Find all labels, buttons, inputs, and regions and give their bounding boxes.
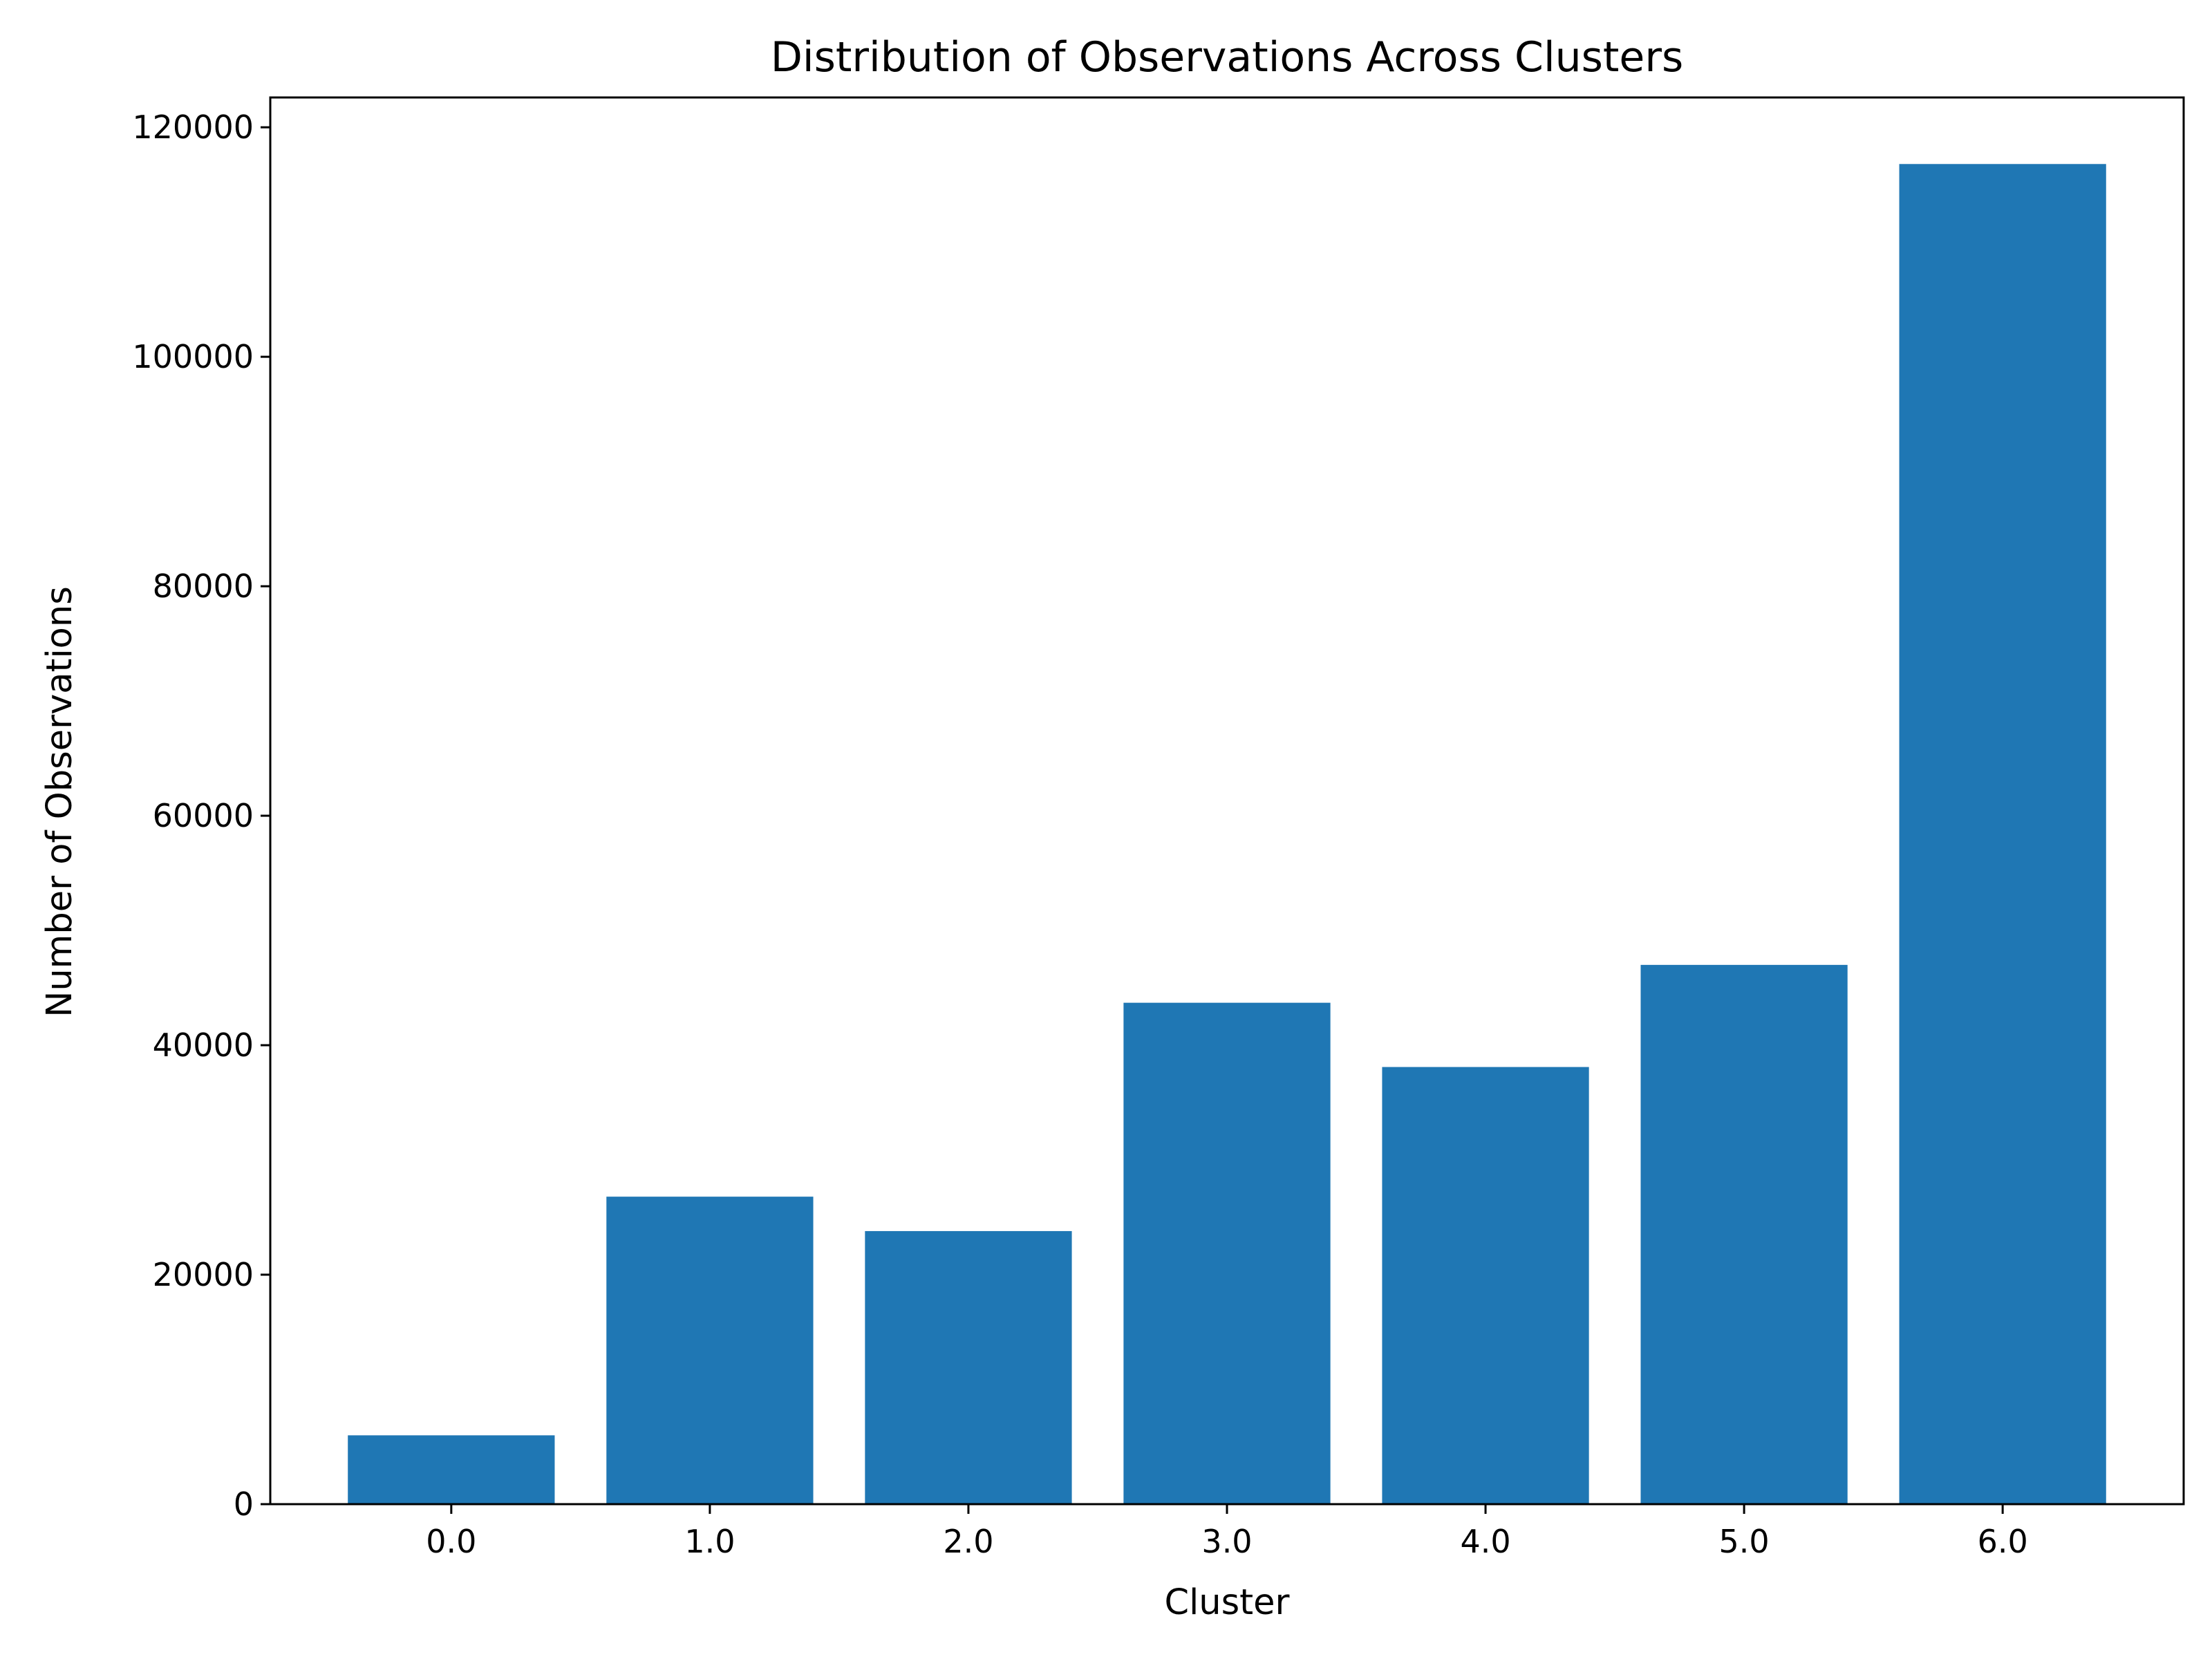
y-tick-label: 60000 [153, 797, 254, 834]
y-tick-label: 0 [234, 1485, 254, 1523]
x-tick-label: 2.0 [943, 1523, 993, 1560]
bar-cluster-3.0 [1123, 1002, 1331, 1504]
x-tick-label: 4.0 [1460, 1523, 1510, 1560]
x-tick-label: 3.0 [1201, 1523, 1252, 1560]
x-axis-ticks: 0.0 1.0 2.0 3.0 4.0 5.0 6.0 [426, 1504, 2028, 1560]
y-tick-label: 80000 [153, 568, 254, 605]
x-tick-label: 5.0 [1719, 1523, 1770, 1560]
x-tick-label: 1.0 [684, 1523, 735, 1560]
x-axis-label: Cluster [1164, 1582, 1289, 1623]
bar-cluster-2.0 [865, 1230, 1072, 1504]
bar-cluster-1.0 [606, 1197, 814, 1504]
plot-area-frame [269, 96, 2185, 1506]
y-axis-label: Number of Observations [39, 586, 80, 1018]
bar-cluster-5.0 [1640, 964, 1848, 1504]
y-axis-ticks: 0 20000 40000 60000 80000 100000 120000 [132, 109, 270, 1523]
x-tick-label: 0.0 [426, 1523, 476, 1560]
bars-layer [348, 164, 2106, 1504]
y-tick-label: 20000 [153, 1256, 254, 1293]
bar-cluster-0.0 [348, 1435, 555, 1504]
bar-cluster-6.0 [1899, 164, 2106, 1504]
x-tick-label: 6.0 [1978, 1523, 2028, 1560]
chart-title: Distribution of Observations Across Clus… [771, 33, 1684, 82]
y-tick-label: 120000 [132, 109, 254, 146]
bar-cluster-4.0 [1382, 1067, 1589, 1504]
y-tick-label: 40000 [153, 1027, 254, 1064]
y-tick-label: 100000 [132, 338, 254, 375]
